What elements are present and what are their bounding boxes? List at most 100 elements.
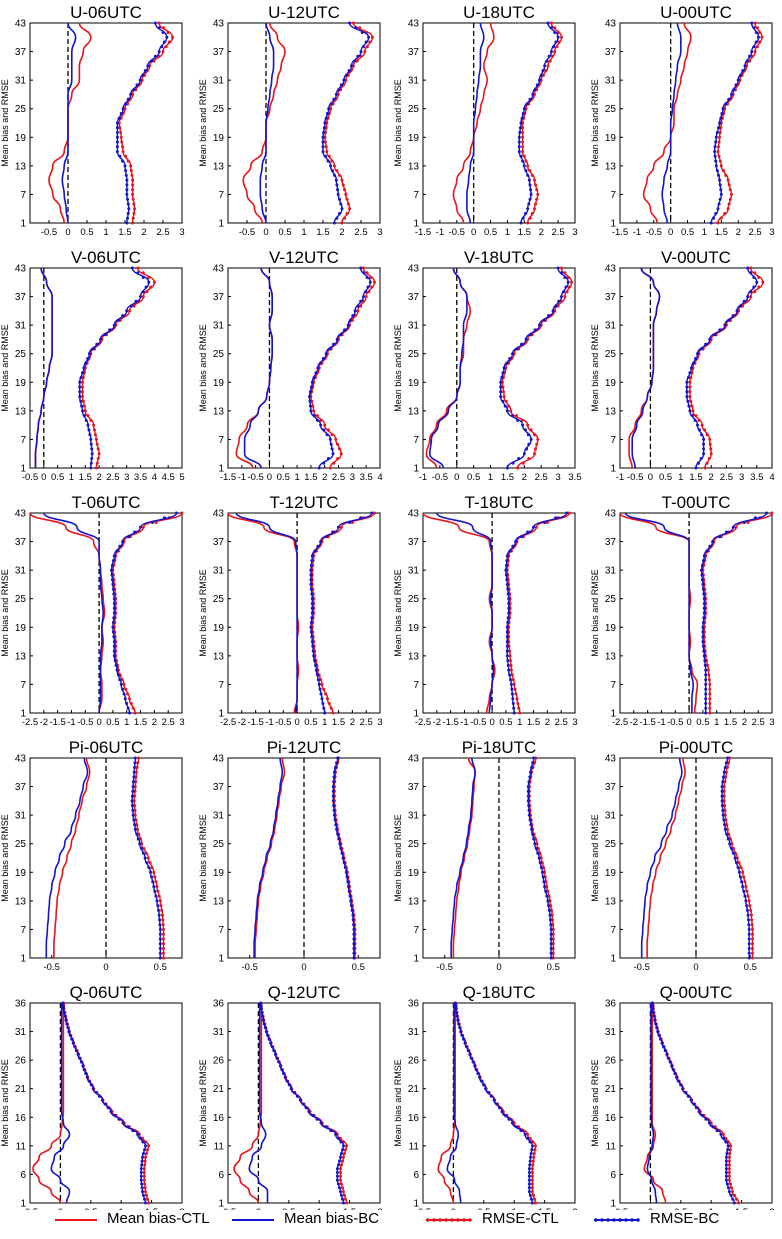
series-line (631, 267, 661, 469)
data-point (526, 1132, 530, 1136)
x-tick-label: 0 (267, 472, 272, 483)
data-point (117, 116, 121, 120)
data-point (535, 197, 539, 201)
data-point (349, 899, 353, 903)
data-point (124, 173, 128, 177)
data-point (527, 1171, 531, 1174)
data-point (141, 851, 145, 855)
data-point (126, 216, 129, 220)
series-line (112, 512, 183, 714)
data-point (334, 766, 337, 769)
data-point (700, 573, 704, 577)
data-point (534, 1144, 537, 1148)
series-rmse-bc (526, 756, 553, 960)
data-point (726, 1148, 730, 1152)
data-point (718, 197, 722, 201)
data-point (132, 212, 136, 215)
x-tick-label: 1 (505, 227, 510, 238)
data-point (366, 285, 370, 289)
data-point (89, 1083, 93, 1087)
data-point (522, 452, 526, 456)
data-point (324, 1125, 328, 1129)
data-point (495, 1102, 499, 1106)
y-tick-label: 37 (408, 292, 420, 303)
series-line (78, 267, 150, 469)
y-axis-label: Mean bias and RMSE (393, 1059, 403, 1147)
data-point (505, 409, 509, 413)
data-point (512, 682, 516, 686)
data-point (317, 466, 321, 470)
data-point (760, 35, 764, 39)
data-point (530, 212, 534, 215)
data-point (341, 1159, 344, 1163)
data-point (332, 808, 336, 812)
data-point (132, 202, 136, 206)
data-point (747, 927, 751, 931)
data-point (162, 937, 165, 941)
panel-title: Q-12UTC (268, 983, 341, 1002)
data-point (553, 31, 557, 34)
data-point (511, 544, 515, 548)
data-point (702, 442, 706, 446)
x-tick-label: 3 (572, 227, 577, 238)
data-point (360, 31, 364, 34)
data-point (550, 913, 554, 917)
x-tick-label: 1 (119, 1207, 124, 1210)
data-point (694, 357, 697, 360)
data-point (544, 889, 548, 893)
data-point (471, 1060, 475, 1064)
data-point (758, 31, 762, 34)
data-point (662, 1045, 666, 1049)
data-point (310, 602, 314, 605)
data-point (547, 894, 551, 898)
data-point (339, 1140, 343, 1144)
data-point (531, 761, 535, 765)
data-point (135, 823, 139, 827)
data-point (151, 880, 155, 884)
data-point (343, 216, 346, 220)
plot-frame (29, 1002, 183, 1204)
data-point (339, 1155, 342, 1159)
y-tick-label: 13 (15, 406, 27, 417)
series-line (646, 1003, 658, 1204)
series-mean-bias-ctl (642, 22, 692, 224)
data-point (727, 202, 731, 206)
y-tick-label: 26 (605, 1056, 617, 1067)
x-tick-label: -2.5 (415, 717, 431, 728)
series-mean-bias-ctl (646, 757, 686, 959)
plot-frame (619, 512, 773, 714)
data-point (724, 102, 728, 106)
data-point (560, 271, 563, 275)
data-point (725, 1182, 729, 1186)
data-point (509, 682, 513, 686)
data-point (697, 461, 700, 465)
x-tick-label: -1 (616, 472, 624, 483)
data-point (332, 97, 336, 101)
data-point (673, 1072, 677, 1075)
data-point (546, 889, 550, 893)
data-point (100, 1098, 104, 1102)
x-tick-label: 0.5 (659, 472, 672, 483)
data-point (347, 885, 350, 889)
data-point (533, 1197, 536, 1201)
data-point (145, 861, 149, 865)
data-point (459, 1030, 463, 1034)
data-point (86, 357, 90, 360)
data-point (354, 26, 358, 30)
data-point (700, 563, 704, 567)
x-tick-label: 1 (512, 1207, 517, 1210)
data-point (144, 1155, 147, 1159)
data-point (716, 221, 720, 225)
data-point (144, 851, 148, 855)
data-point (266, 1033, 270, 1037)
data-point (725, 1152, 729, 1155)
y-tick-label: 7 (20, 190, 26, 201)
x-tick-label: 0.5 (352, 962, 365, 973)
y-tick-label: 1 (218, 954, 224, 965)
data-point (87, 428, 91, 432)
series-mean-bias-bc (61, 22, 77, 224)
y-tick-label: 19 (213, 868, 225, 879)
panel-title: U-18UTC (463, 3, 535, 22)
